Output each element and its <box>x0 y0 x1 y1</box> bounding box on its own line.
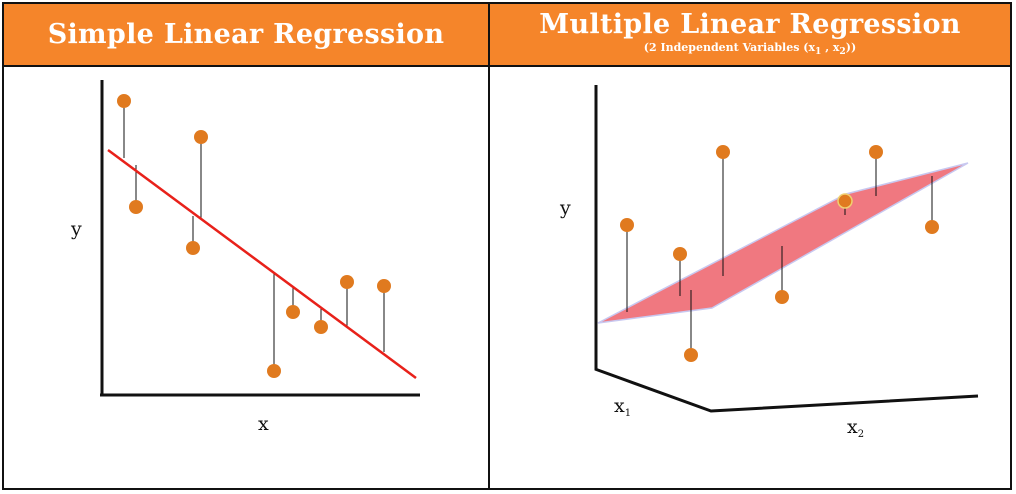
data-point <box>869 145 883 159</box>
data-point <box>186 241 200 255</box>
left-x-label: x <box>258 413 269 435</box>
left-residuals <box>123 101 385 371</box>
right-y-label: y <box>559 197 571 219</box>
regression-line <box>107 148 417 380</box>
right-data-points <box>620 145 939 362</box>
x1-label: x1 <box>614 395 631 419</box>
simple-regression-diagram: y x <box>70 80 420 435</box>
data-point <box>340 275 354 289</box>
data-point <box>267 364 281 378</box>
data-point <box>194 130 208 144</box>
left-data-points <box>117 94 391 378</box>
data-point <box>925 220 939 234</box>
multiple-regression-diagram: y x1 x2 <box>559 85 979 440</box>
right-x-axes <box>594 367 979 413</box>
right-subtitle: (2 Independent Variables (x1 , x2)) <box>643 41 857 58</box>
data-point <box>286 305 300 319</box>
data-point <box>775 290 789 304</box>
regression-plane <box>597 162 969 324</box>
left-y-label: y <box>70 218 82 240</box>
data-point <box>314 320 328 334</box>
left-header: Simple Linear Regression <box>4 4 488 67</box>
data-point <box>377 279 391 293</box>
data-point <box>716 145 730 159</box>
data-point <box>673 247 687 261</box>
panel-divider <box>488 4 490 488</box>
right-title: Multiple Linear Regression <box>539 9 961 40</box>
x2-label: x2 <box>847 416 864 440</box>
data-point <box>117 94 131 108</box>
left-title: Simple Linear Regression <box>47 19 445 50</box>
data-point <box>684 348 698 362</box>
data-point <box>837 193 853 209</box>
right-header: Multiple Linear Regression (2 Independen… <box>490 4 1010 67</box>
data-point <box>129 200 143 214</box>
data-point <box>620 218 634 232</box>
